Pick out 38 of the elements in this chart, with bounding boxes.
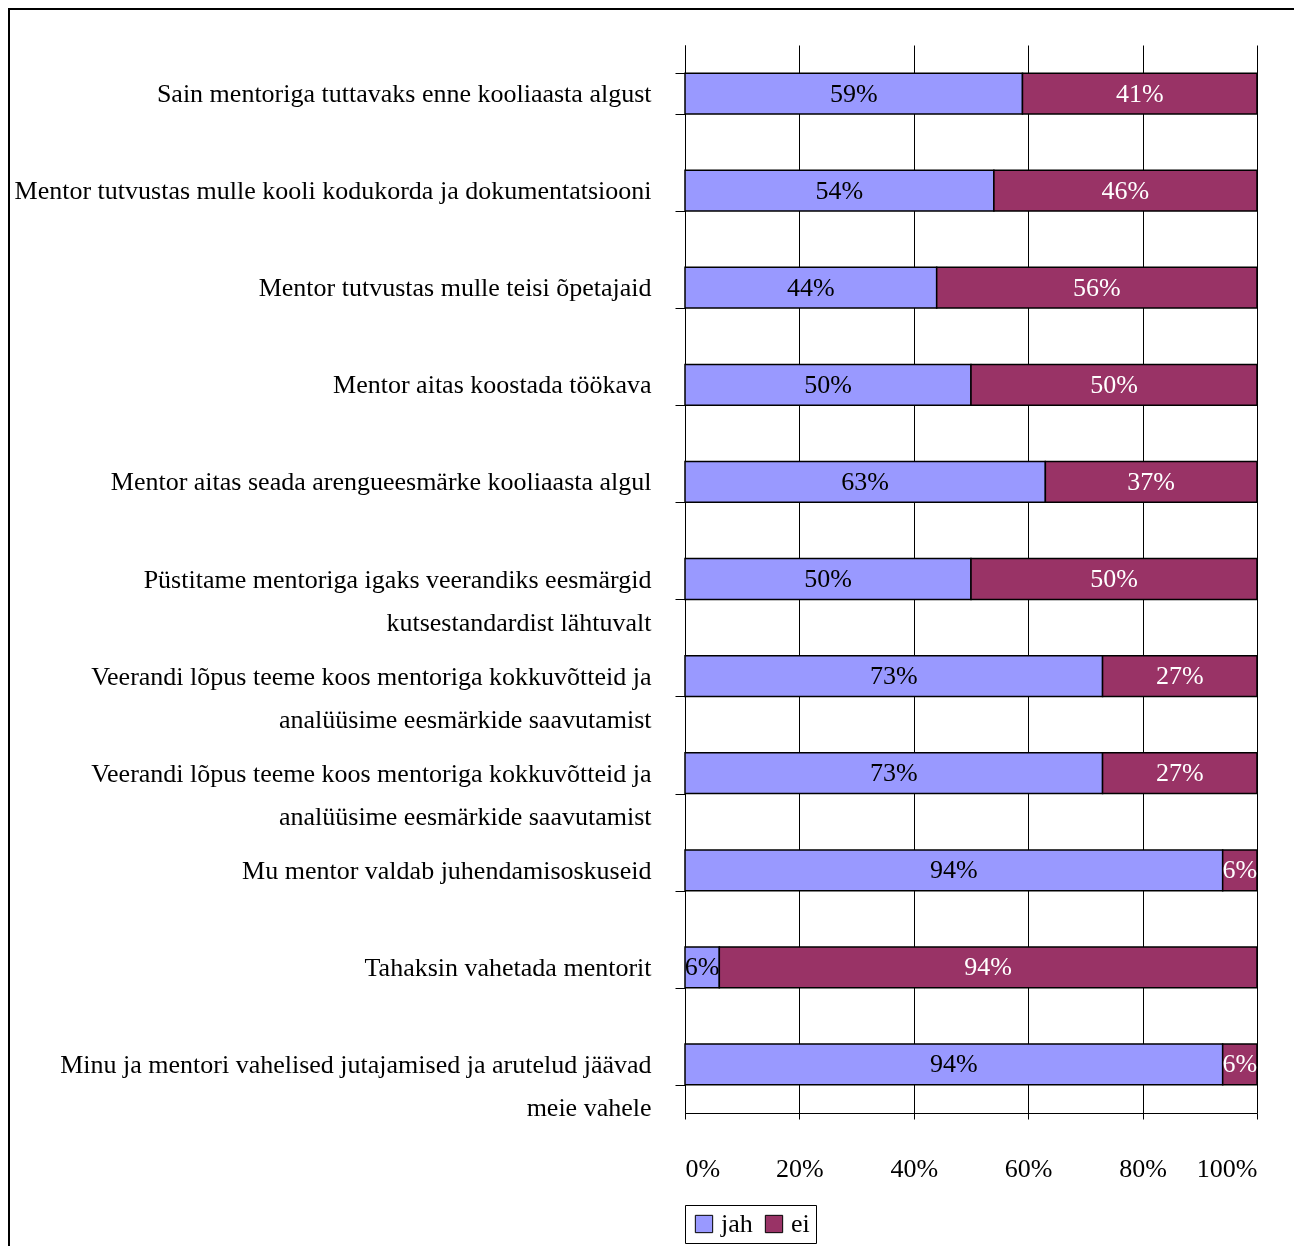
data-label: 54% xyxy=(815,175,864,205)
data-label: 50% xyxy=(804,564,852,593)
x-tick-label: 40% xyxy=(890,1153,939,1183)
y-tick-label: Minu ja mentori vahelised jutajamised ja arutelud jäävad meie vahele xyxy=(60,1049,652,1122)
y-tick-label: Veerandi lõpus teeme koos mentoriga kokkuvõtteid ja analüüsime eesmärkide saavutamist xyxy=(91,758,653,831)
data-label: 27% xyxy=(1155,758,1204,788)
x-tick-label: 20% xyxy=(776,1153,824,1183)
y-tick-label: Mu mentor valdab juhendamisoskuseid xyxy=(242,855,652,885)
x-tick-label: 0% xyxy=(685,1153,721,1183)
data-label: 37% xyxy=(1127,466,1176,496)
x-tick-label: 100% xyxy=(1196,1153,1258,1183)
data-label: 50% xyxy=(1090,369,1138,399)
data-label: 56% xyxy=(1073,272,1121,302)
data-label: 73% xyxy=(869,758,918,788)
data-label: 50% xyxy=(1090,564,1138,593)
y-tick-label: Mentor aitas seada arengueesmärke kooliaasta algul xyxy=(110,467,652,497)
y-tick-label: Sain mentoriga tuttavaks enne kooliaasta algust xyxy=(156,79,653,109)
data-label: 94% xyxy=(930,855,978,885)
y-tick-label: Tahaksin vahetada mentorit xyxy=(364,952,653,982)
data-label: 59% xyxy=(829,78,878,108)
data-label: 63% xyxy=(841,466,890,496)
data-label: 94% xyxy=(930,1049,978,1079)
data-label: 50% xyxy=(804,369,852,399)
data-label: 44% xyxy=(787,272,835,302)
x-tick-label: 80% xyxy=(1119,1153,1167,1183)
y-tick-label: Mentor aitas koostada töökava xyxy=(333,370,652,400)
data-label: 41% xyxy=(1115,78,1164,108)
y-tick-label: Püstitame mentoriga igaks veerandiks eesmärgid kutsestandardist lähtuvalt xyxy=(143,564,653,637)
x-tick-label: 60% xyxy=(1004,1153,1053,1183)
y-tick-label: Veerandi lõpus teeme koos mentoriga kokkuvõtteid ja analüüsime eesmärkide saavutamist xyxy=(91,661,653,734)
legend-label: ei xyxy=(791,1209,810,1238)
legend-label: jah xyxy=(720,1209,753,1238)
data-label: 94% xyxy=(964,952,1012,982)
data-label: 73% xyxy=(869,661,918,691)
y-tick-label: Mentor tutvustas mulle teisi õpetajaid xyxy=(258,273,652,303)
data-label: 27% xyxy=(1155,661,1204,691)
y-tick-label: Mentor tutvustas mulle kooli kodukorda ja dokumentatsiooni xyxy=(14,176,652,206)
data-label: 46% xyxy=(1101,175,1150,205)
